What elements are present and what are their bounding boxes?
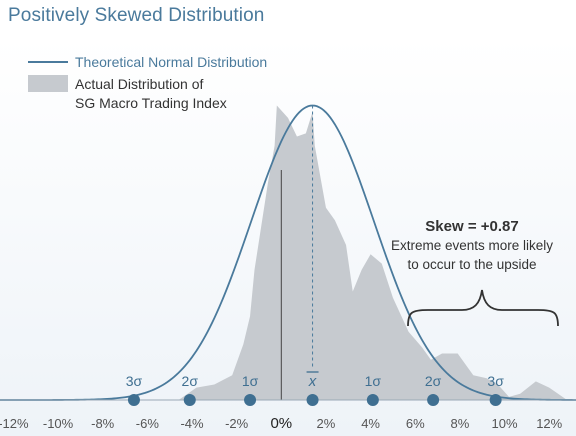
- sigma-marker-label: 3σ: [487, 373, 504, 389]
- sigma-marker-dot: [306, 394, 319, 406]
- x-tick-label: -6%: [136, 416, 160, 431]
- legend-label-actual-line1: Actual Distribution of: [75, 76, 204, 92]
- x-tick-label: 0%: [270, 415, 292, 432]
- sigma-marker-label: 3σ: [126, 373, 143, 389]
- x-tick-label: -12%: [0, 416, 29, 431]
- actual-distribution-area: [178, 105, 568, 400]
- sigma-marker-dot: [183, 394, 196, 406]
- skew-note-line2: to occur to the upside: [407, 257, 536, 272]
- normal-distribution-curve: [0, 104, 576, 401]
- legend-label-actual-line2: SG Macro Trading Index: [75, 95, 227, 111]
- sigma-marker-dot: [244, 394, 257, 406]
- sigma-marker-label: 2σ: [182, 373, 199, 389]
- sigma-marker-dot: [127, 394, 140, 406]
- x-tick-label: 8%: [451, 416, 470, 431]
- legend-area-swatch: [28, 75, 68, 92]
- chart-panel: -12% -10% -8% -6% -4% -2% 0% 2% 4% 6% 8% 10% 12% 3σ 2…: [0, 38, 576, 436]
- x-tick-label: -2%: [225, 416, 249, 431]
- x-tick-label: 2%: [317, 416, 336, 431]
- sigma-marker-dot: [366, 394, 379, 406]
- sigma-marker-label: 2σ: [425, 373, 442, 389]
- sigma-marker-label: 1σ: [242, 373, 259, 389]
- sigma-marker-label: 1σ: [365, 373, 382, 389]
- x-tick-label: 4%: [361, 416, 380, 431]
- upside-brace: [407, 289, 559, 327]
- skew-note-line1: Extreme events more likely: [391, 238, 553, 253]
- sigma-marker-dot: [489, 394, 502, 406]
- mean-marker-label: x: [308, 373, 317, 390]
- x-tick-label: 12%: [536, 416, 562, 431]
- x-tick-label: -10%: [43, 416, 74, 431]
- legend-label-normal: Theoretical Normal Distribution: [75, 54, 267, 70]
- skew-annotation: Skew = +0.87: [425, 218, 518, 235]
- sigma-marker-dot: [427, 394, 440, 406]
- distribution-chart: -12% -10% -8% -6% -4% -2% 0% 2% 4% 6% 8% 10% 12% 3σ 2…: [0, 54, 576, 432]
- x-tick-label: 10%: [492, 416, 518, 431]
- x-tick-label: -4%: [180, 416, 204, 431]
- x-tick-label: -8%: [91, 416, 115, 431]
- chart-title: Positively Skewed Distribution: [8, 5, 265, 26]
- x-tick-label: 6%: [406, 416, 425, 431]
